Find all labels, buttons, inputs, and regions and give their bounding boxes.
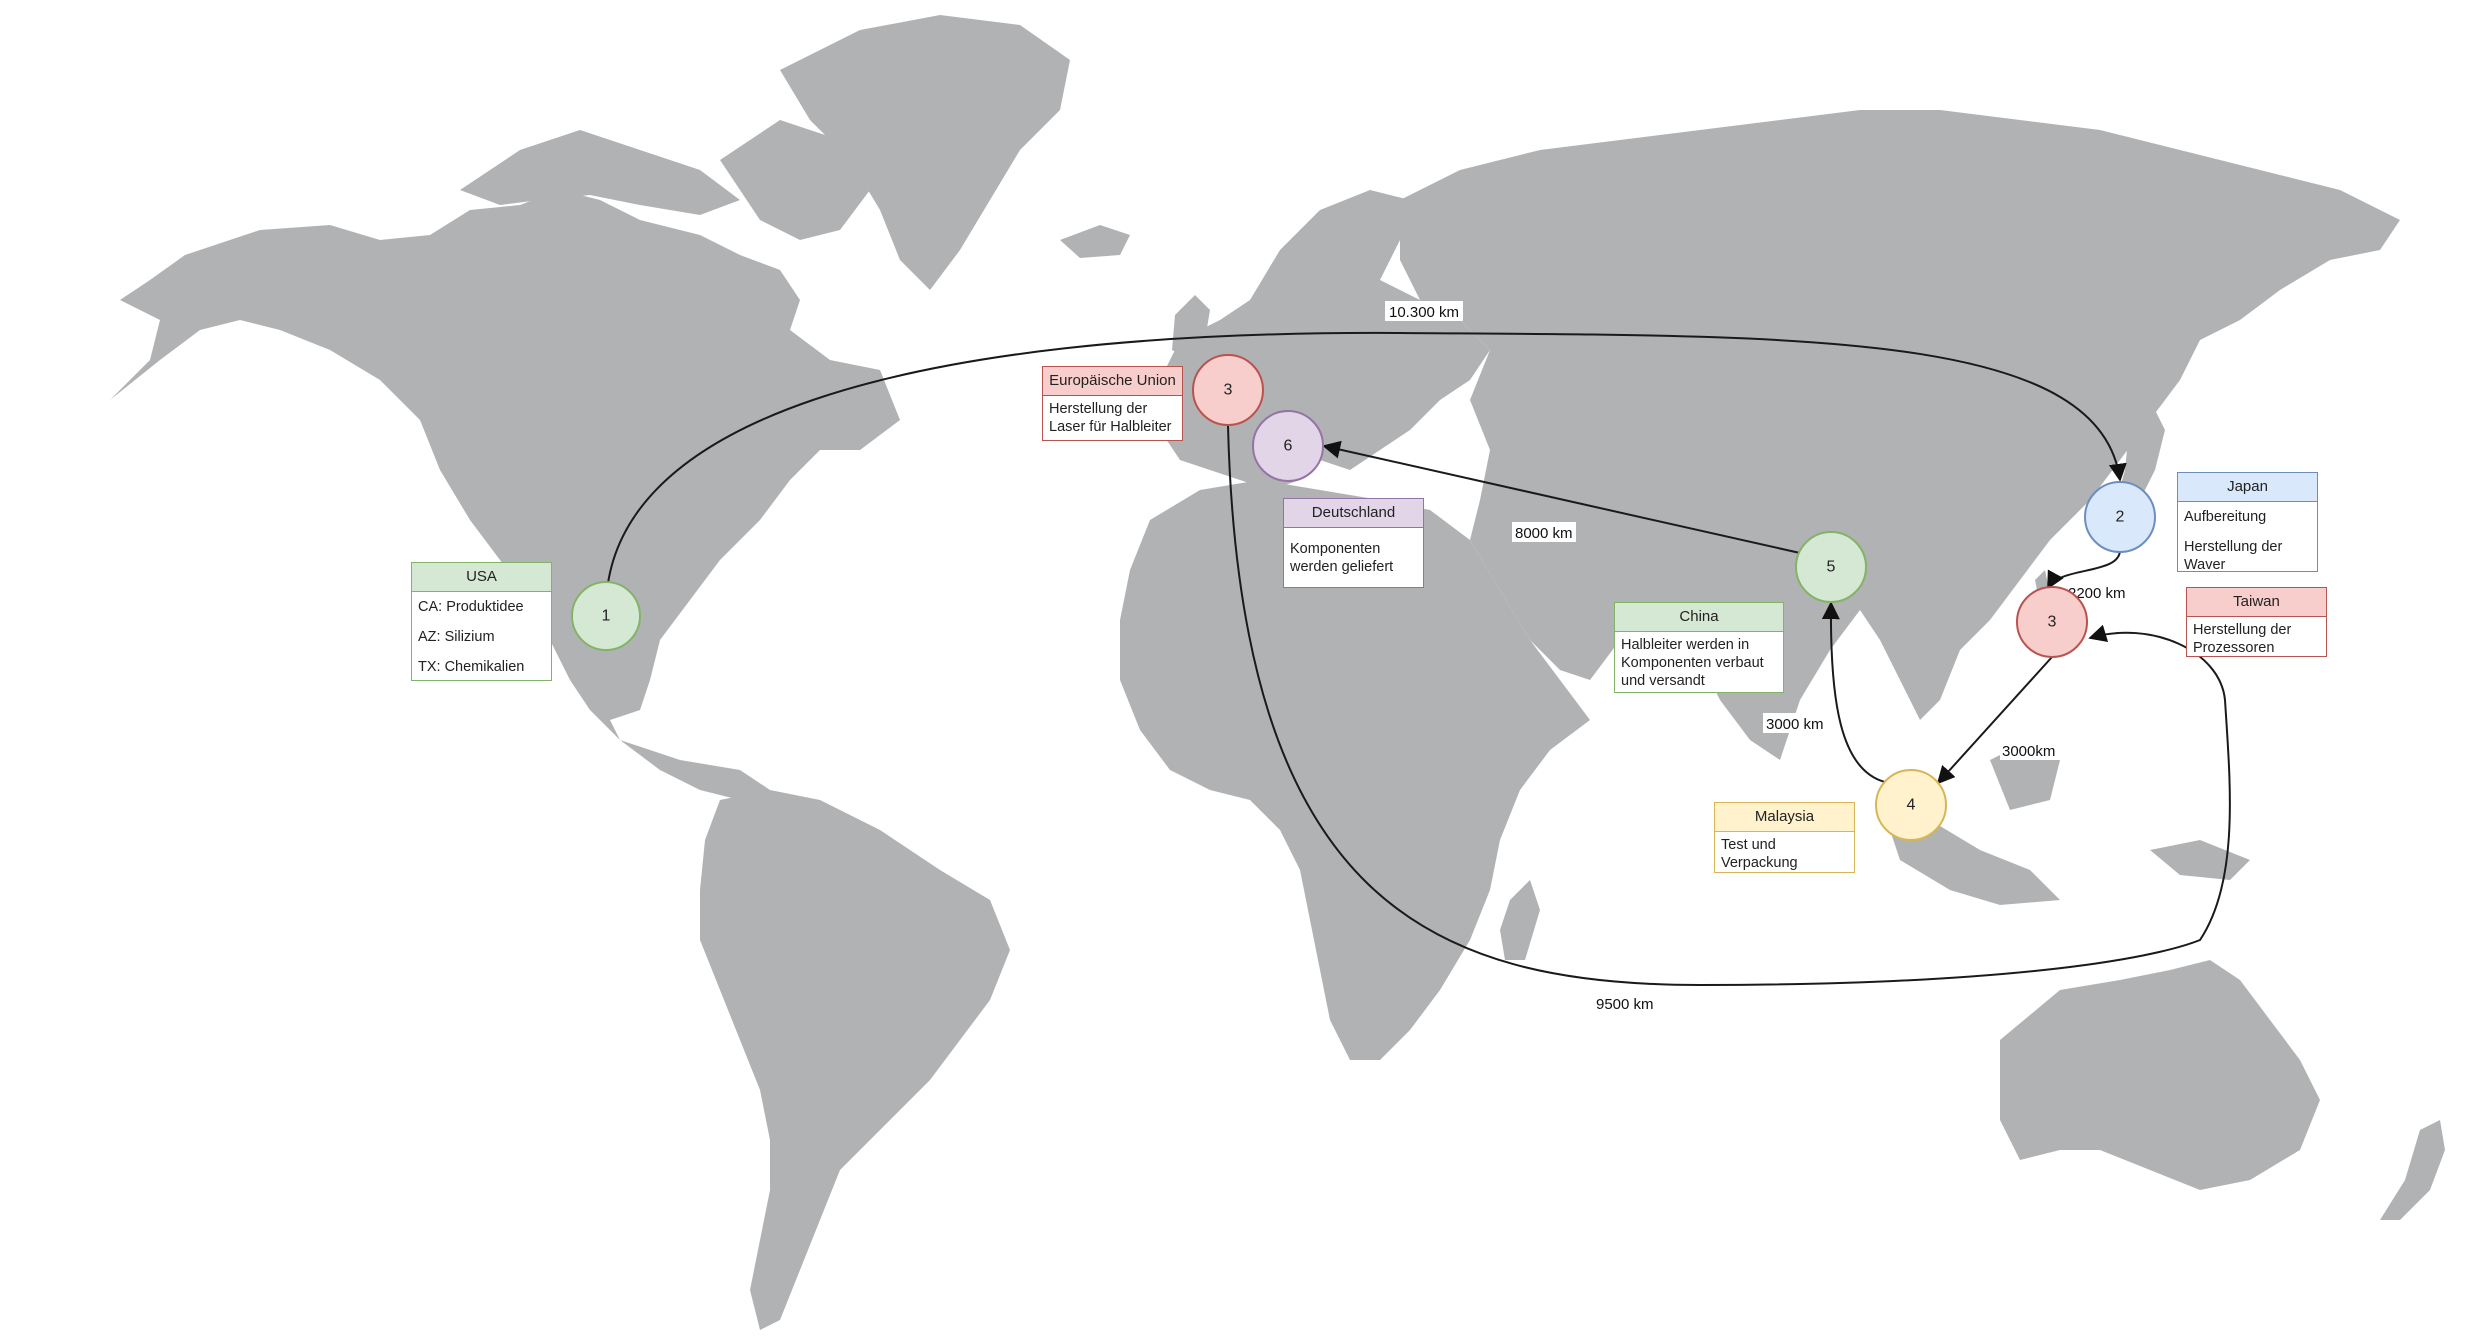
card-malaysia-line-1: Test und Verpackung	[1721, 837, 1798, 871]
card-china-title: China	[1615, 603, 1783, 632]
card-taiwan[interactable]: Taiwan Herstellung der Prozessoren	[2186, 587, 2327, 657]
land-australia	[2000, 960, 2320, 1190]
land-greenland	[780, 15, 1070, 290]
node-japan[interactable]: 2	[2084, 481, 2156, 553]
route-usa-japan	[604, 331, 2127, 617]
card-eu[interactable]: Europäische Union Herstellung der Laser …	[1042, 366, 1183, 441]
card-malaysia[interactable]: Malaysia Test und Verpackung	[1714, 802, 1855, 873]
land-new-zealand	[2380, 1120, 2445, 1220]
node-germany[interactable]: 6	[1252, 410, 1324, 482]
card-usa-line-2: AZ: Silizium	[418, 629, 495, 645]
card-japan-line-2: Herstellung der Waver	[2184, 539, 2283, 573]
land-africa	[1120, 480, 1590, 1060]
distance-china-germany: 8000 km	[1515, 525, 1573, 542]
node-usa-number: 1	[602, 608, 611, 625]
node-china[interactable]: 5	[1795, 531, 1867, 603]
card-eu-line-1: Herstellung der Laser für Halbleiter	[1049, 401, 1172, 435]
card-germany-title: Deutschland	[1284, 499, 1423, 528]
distance-usa-japan: 10.300 km	[1389, 304, 1459, 321]
node-malaysia[interactable]: 4	[1875, 769, 1947, 841]
land-iceland	[1060, 225, 1130, 258]
land-baffin	[720, 120, 870, 240]
card-taiwan-title: Taiwan	[2187, 588, 2326, 617]
land-masses	[110, 15, 2445, 1330]
land-madagascar	[1500, 880, 1540, 960]
node-germany-number: 6	[1284, 438, 1293, 455]
node-eu[interactable]: 3	[1192, 354, 1264, 426]
route-china-germany	[1322, 440, 1801, 554]
card-germany[interactable]: Deutschland Komponenten werden geliefert	[1283, 498, 1424, 588]
node-malaysia-number: 4	[1907, 797, 1916, 814]
distance-taiwan-malaysia: 3000km	[2002, 743, 2055, 760]
node-eu-number: 3	[1224, 382, 1233, 399]
card-usa-title: USA	[412, 563, 551, 592]
card-usa-line-1: CA: Produktidee	[418, 599, 524, 615]
card-japan-line-1: Aufbereitung	[2184, 509, 2267, 525]
routes	[604, 331, 2231, 987]
card-china-line-1: Halbleiter werden in Komponenten verbaut…	[1621, 637, 1764, 689]
card-germany-line-1: Komponenten werden geliefert	[1290, 541, 1394, 575]
distance-eu-taiwan: 9500 km	[1596, 996, 1654, 1013]
card-japan[interactable]: Japan Aufbereitung Herstellung der Waver	[2177, 472, 2318, 573]
card-eu-title: Europäische Union	[1043, 367, 1182, 396]
route-eu-taiwan	[1227, 425, 2231, 987]
card-china[interactable]: China Halbleiter werden in Komponenten v…	[1614, 602, 1784, 693]
node-china-number: 5	[1827, 559, 1836, 576]
card-taiwan-line-1: Herstellung der Prozessoren	[2193, 622, 2292, 656]
land-new-guinea	[2150, 840, 2250, 880]
card-usa[interactable]: USA CA: Produktidee AZ: Silizium TX: Che…	[411, 562, 552, 681]
land-arctic-islands	[460, 130, 740, 215]
nodes: 1 3 6 5 4 2 3	[571, 354, 2156, 841]
card-japan-title: Japan	[2178, 473, 2317, 502]
distance-japan-taiwan: 2200 km	[2068, 585, 2126, 602]
land-asia	[1400, 110, 2400, 760]
node-usa[interactable]: 1	[571, 581, 641, 651]
land-north-america	[110, 190, 900, 800]
distance-labels: 10.300 km 2200 km 8000 km 3000 km 3000km…	[1385, 301, 2129, 1013]
node-taiwan-number: 3	[2048, 614, 2057, 631]
route-japan-taiwan	[2047, 549, 2121, 590]
node-taiwan[interactable]: 3	[2016, 586, 2088, 658]
land-uk	[1172, 295, 1210, 360]
route-malaysia-china	[1821, 601, 1886, 783]
card-malaysia-title: Malaysia	[1715, 803, 1854, 832]
route-taiwan-malaysia	[1936, 656, 2053, 785]
land-south-america	[700, 790, 1010, 1330]
distance-malaysia-china: 3000 km	[1766, 716, 1824, 733]
node-japan-number: 2	[2116, 509, 2125, 526]
card-usa-line-3: TX: Chemikalien	[418, 659, 525, 675]
